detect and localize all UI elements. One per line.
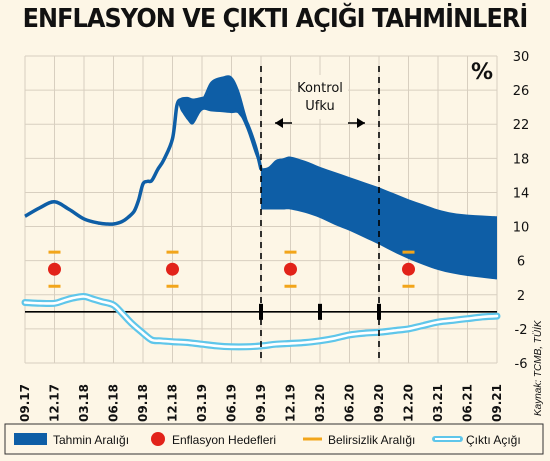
legend-label: Belirsizlik Aralığı: [328, 433, 415, 447]
legend-swatch-target: [151, 432, 165, 446]
x-tick-label: 06.18: [107, 384, 121, 422]
x-tick-label: 12.17: [48, 384, 62, 422]
annotation-bg: [292, 75, 348, 119]
legend-label: Enflasyon Hedefleri: [172, 433, 276, 447]
y-tick-label: 30: [513, 50, 530, 65]
zero-axis-marker: [318, 303, 322, 320]
x-tick-label: 09.17: [18, 384, 32, 422]
output-gap: [21, 292, 501, 351]
y-tick-label: 2: [517, 289, 525, 304]
source-note: Kaynak: TCMB, TÜİK: [532, 319, 544, 416]
y-tick-label: 26: [513, 84, 530, 99]
x-tick-label: 09.20: [372, 384, 386, 422]
inflation-target-point: [48, 262, 61, 276]
control-horizon-lines: [260, 66, 380, 363]
unit-label: %: [471, 60, 493, 85]
forecast-band-area: [261, 156, 497, 280]
y-tick-label: 22: [513, 118, 530, 133]
x-tick-label: 06.20: [343, 384, 357, 422]
y-tick-label: 18: [513, 152, 530, 167]
y-tick-label: 10: [513, 221, 530, 236]
legend-label: Çıktı Açığı: [466, 433, 521, 447]
y-tick-label: -2: [515, 323, 528, 338]
source-label: Kaynak: TCMB, TÜİK: [532, 319, 544, 416]
x-tick-label: 09.19: [254, 384, 268, 422]
forecast-band: [24, 75, 497, 280]
annotation-line1: Kontrol: [297, 81, 343, 96]
y-tick-label: 14: [513, 186, 530, 201]
legend-swatch-band: [14, 433, 47, 445]
inflation-target-point: [402, 262, 415, 276]
x-tick-label: 12.19: [284, 384, 298, 422]
control-horizon-annotation: Kontrol Ufku: [275, 75, 365, 128]
output-gap-line: [23, 295, 499, 349]
y-tick-label: -6: [515, 357, 528, 372]
x-tick-label: 03.21: [431, 384, 445, 422]
x-tick-label: 03.18: [77, 384, 91, 422]
annotation-arrowhead-right: [357, 118, 365, 128]
chart-title: ENFLASYON VE ÇIKTI AÇIĞI TAHMİNLERİ: [22, 4, 529, 34]
x-tick-label: 06.21: [461, 384, 475, 422]
band-2018: [172, 75, 261, 170]
annotation-line2: Ufku: [305, 99, 334, 114]
x-tick-label: 03.20: [313, 384, 327, 422]
x-tick-label: 12.18: [166, 384, 180, 422]
x-axis: 09.17 12.17 03.18 06.18 09.18 12.18 03.19 06.19…: [18, 384, 504, 422]
inflation-targets: [48, 250, 415, 288]
x-tick-label: 09.21: [490, 384, 504, 422]
x-tick-label: 06.19: [225, 384, 239, 422]
inflation-target-point: [284, 262, 297, 276]
y-tick-label: 6: [517, 255, 525, 270]
legend: Tahmin Aralığı Enflasyon Hedefleri Belirsi…: [4, 423, 544, 455]
annotation-arrowhead-left: [275, 118, 283, 128]
x-tick-label: 09.18: [136, 384, 150, 422]
inflation-target-point: [166, 262, 179, 276]
inflation-line: [24, 93, 263, 226]
x-tick-label: 03.19: [195, 384, 209, 422]
legend-label: Tahmin Aralığı: [53, 433, 129, 447]
x-tick-label: 12.20: [402, 384, 416, 422]
